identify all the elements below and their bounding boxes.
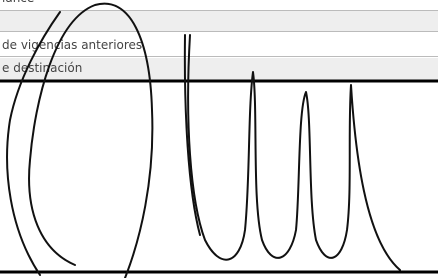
scribble-layer bbox=[0, 0, 438, 278]
scribble bbox=[7, 4, 400, 278]
stroke bbox=[7, 12, 60, 275]
stroke bbox=[185, 35, 200, 235]
page: {"table": {"rows": ["lance", "de vigenci… bbox=[0, 0, 438, 278]
stroke bbox=[188, 35, 400, 270]
stroke bbox=[29, 4, 152, 278]
